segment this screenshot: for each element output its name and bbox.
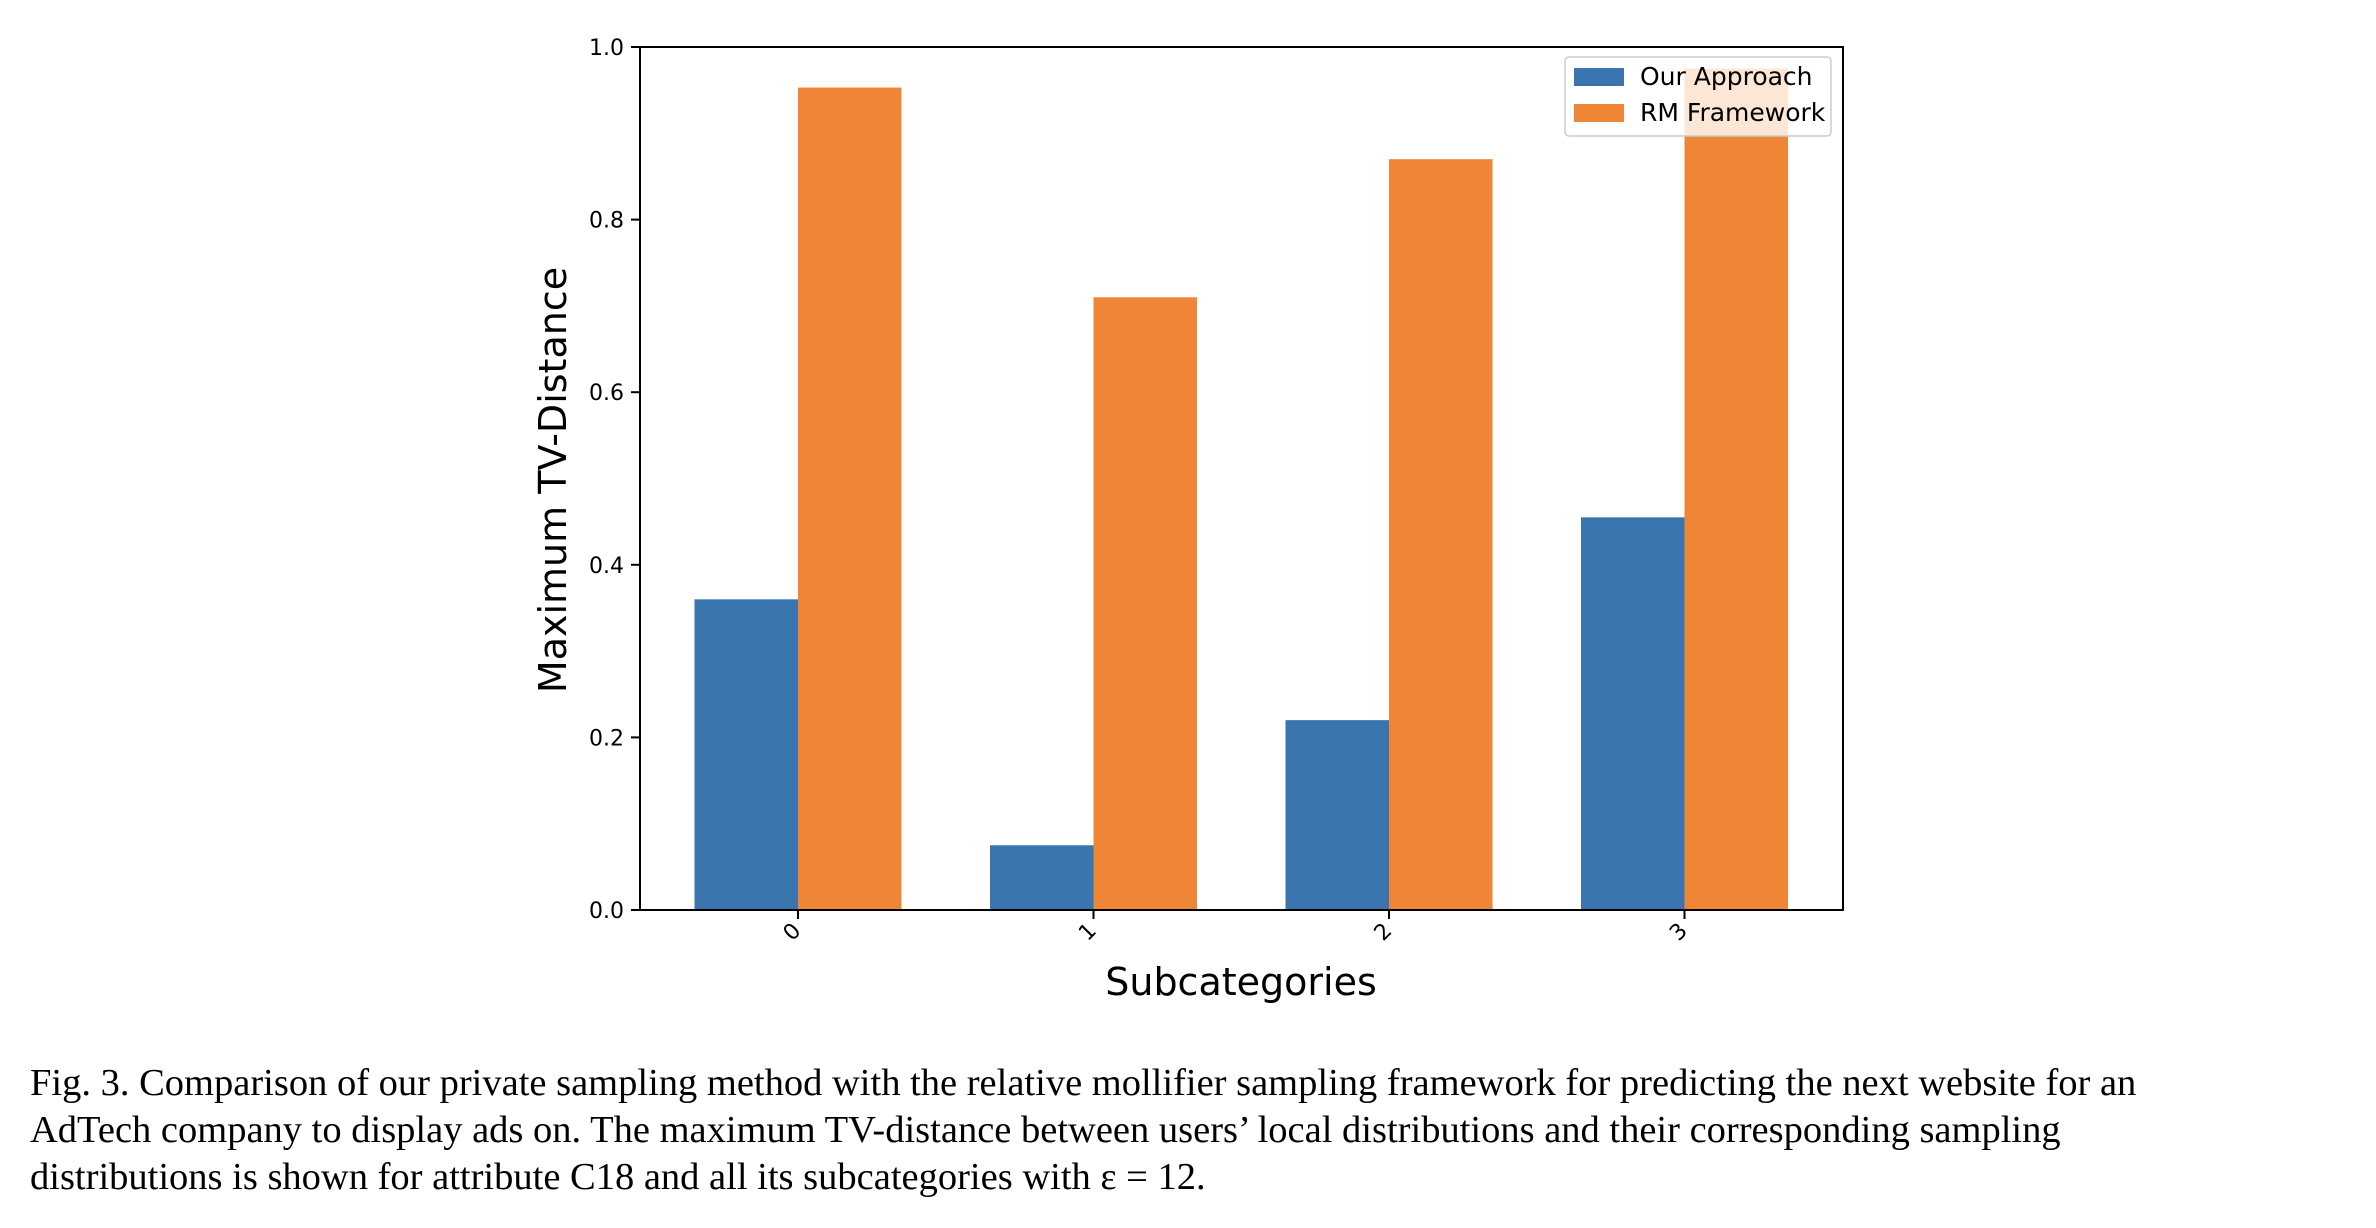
caption-line-1: Fig. 3. Comparison of our private sampli… <box>30 1062 2137 1104</box>
bar-our-approach-2 <box>1285 720 1389 910</box>
legend-label: RM Framework <box>1640 98 1826 127</box>
x-axis-label: Subcategories <box>1105 960 1377 1004</box>
legend-box <box>1564 56 1832 137</box>
x-tick-label: 0 <box>779 919 807 947</box>
y-tick-label: 1.0 <box>589 36 624 61</box>
x-tick-label: 3 <box>1665 919 1693 947</box>
bar-rm-framework-2 <box>1389 159 1493 910</box>
x-tick-label: 1 <box>1074 919 1102 947</box>
bar-rm-framework-0 <box>798 87 902 911</box>
bar-chart: 0.0 0.2 0.4 0.6 0.8 1.0 0 1 2 3 Maximum TV-Distan… <box>531 36 1844 1004</box>
legend-swatch <box>1574 104 1624 122</box>
y-tick-label: 0.6 <box>589 381 624 406</box>
figure-caption: Fig. 3. Comparison of our private sampli… <box>30 1060 2370 1201</box>
bar-our-approach-3 <box>1581 517 1685 910</box>
axes-group <box>639 46 1844 911</box>
bar-rm-framework-1 <box>1093 297 1197 910</box>
y-tick-label: 0.4 <box>589 554 624 579</box>
caption-line-3: distributions is shown for attribute C18… <box>30 1156 1206 1198</box>
ticks-group: 0.0 0.2 0.4 0.6 0.8 1.0 0 1 2 3 <box>589 36 1693 946</box>
y-tick-label: 0.0 <box>589 899 624 924</box>
y-tick-label: 0.2 <box>589 726 624 751</box>
legend-swatch <box>1574 68 1624 86</box>
y-axis-label: Maximum TV-Distance <box>531 267 575 693</box>
y-tick-label: 0.8 <box>589 209 624 234</box>
legend-label: Our Approach <box>1640 62 1813 91</box>
x-tick-label: 2 <box>1370 919 1398 947</box>
plot-frame <box>639 46 1844 911</box>
bar-our-approach-0 <box>694 599 798 910</box>
bar-rm-framework-3 <box>1684 68 1788 910</box>
caption-line-2: AdTech company to display ads on. The ma… <box>30 1109 2061 1151</box>
bars-group <box>694 68 1788 911</box>
bar-our-approach-1 <box>990 845 1094 910</box>
legend: Our Approach RM Framework <box>1564 56 1832 137</box>
